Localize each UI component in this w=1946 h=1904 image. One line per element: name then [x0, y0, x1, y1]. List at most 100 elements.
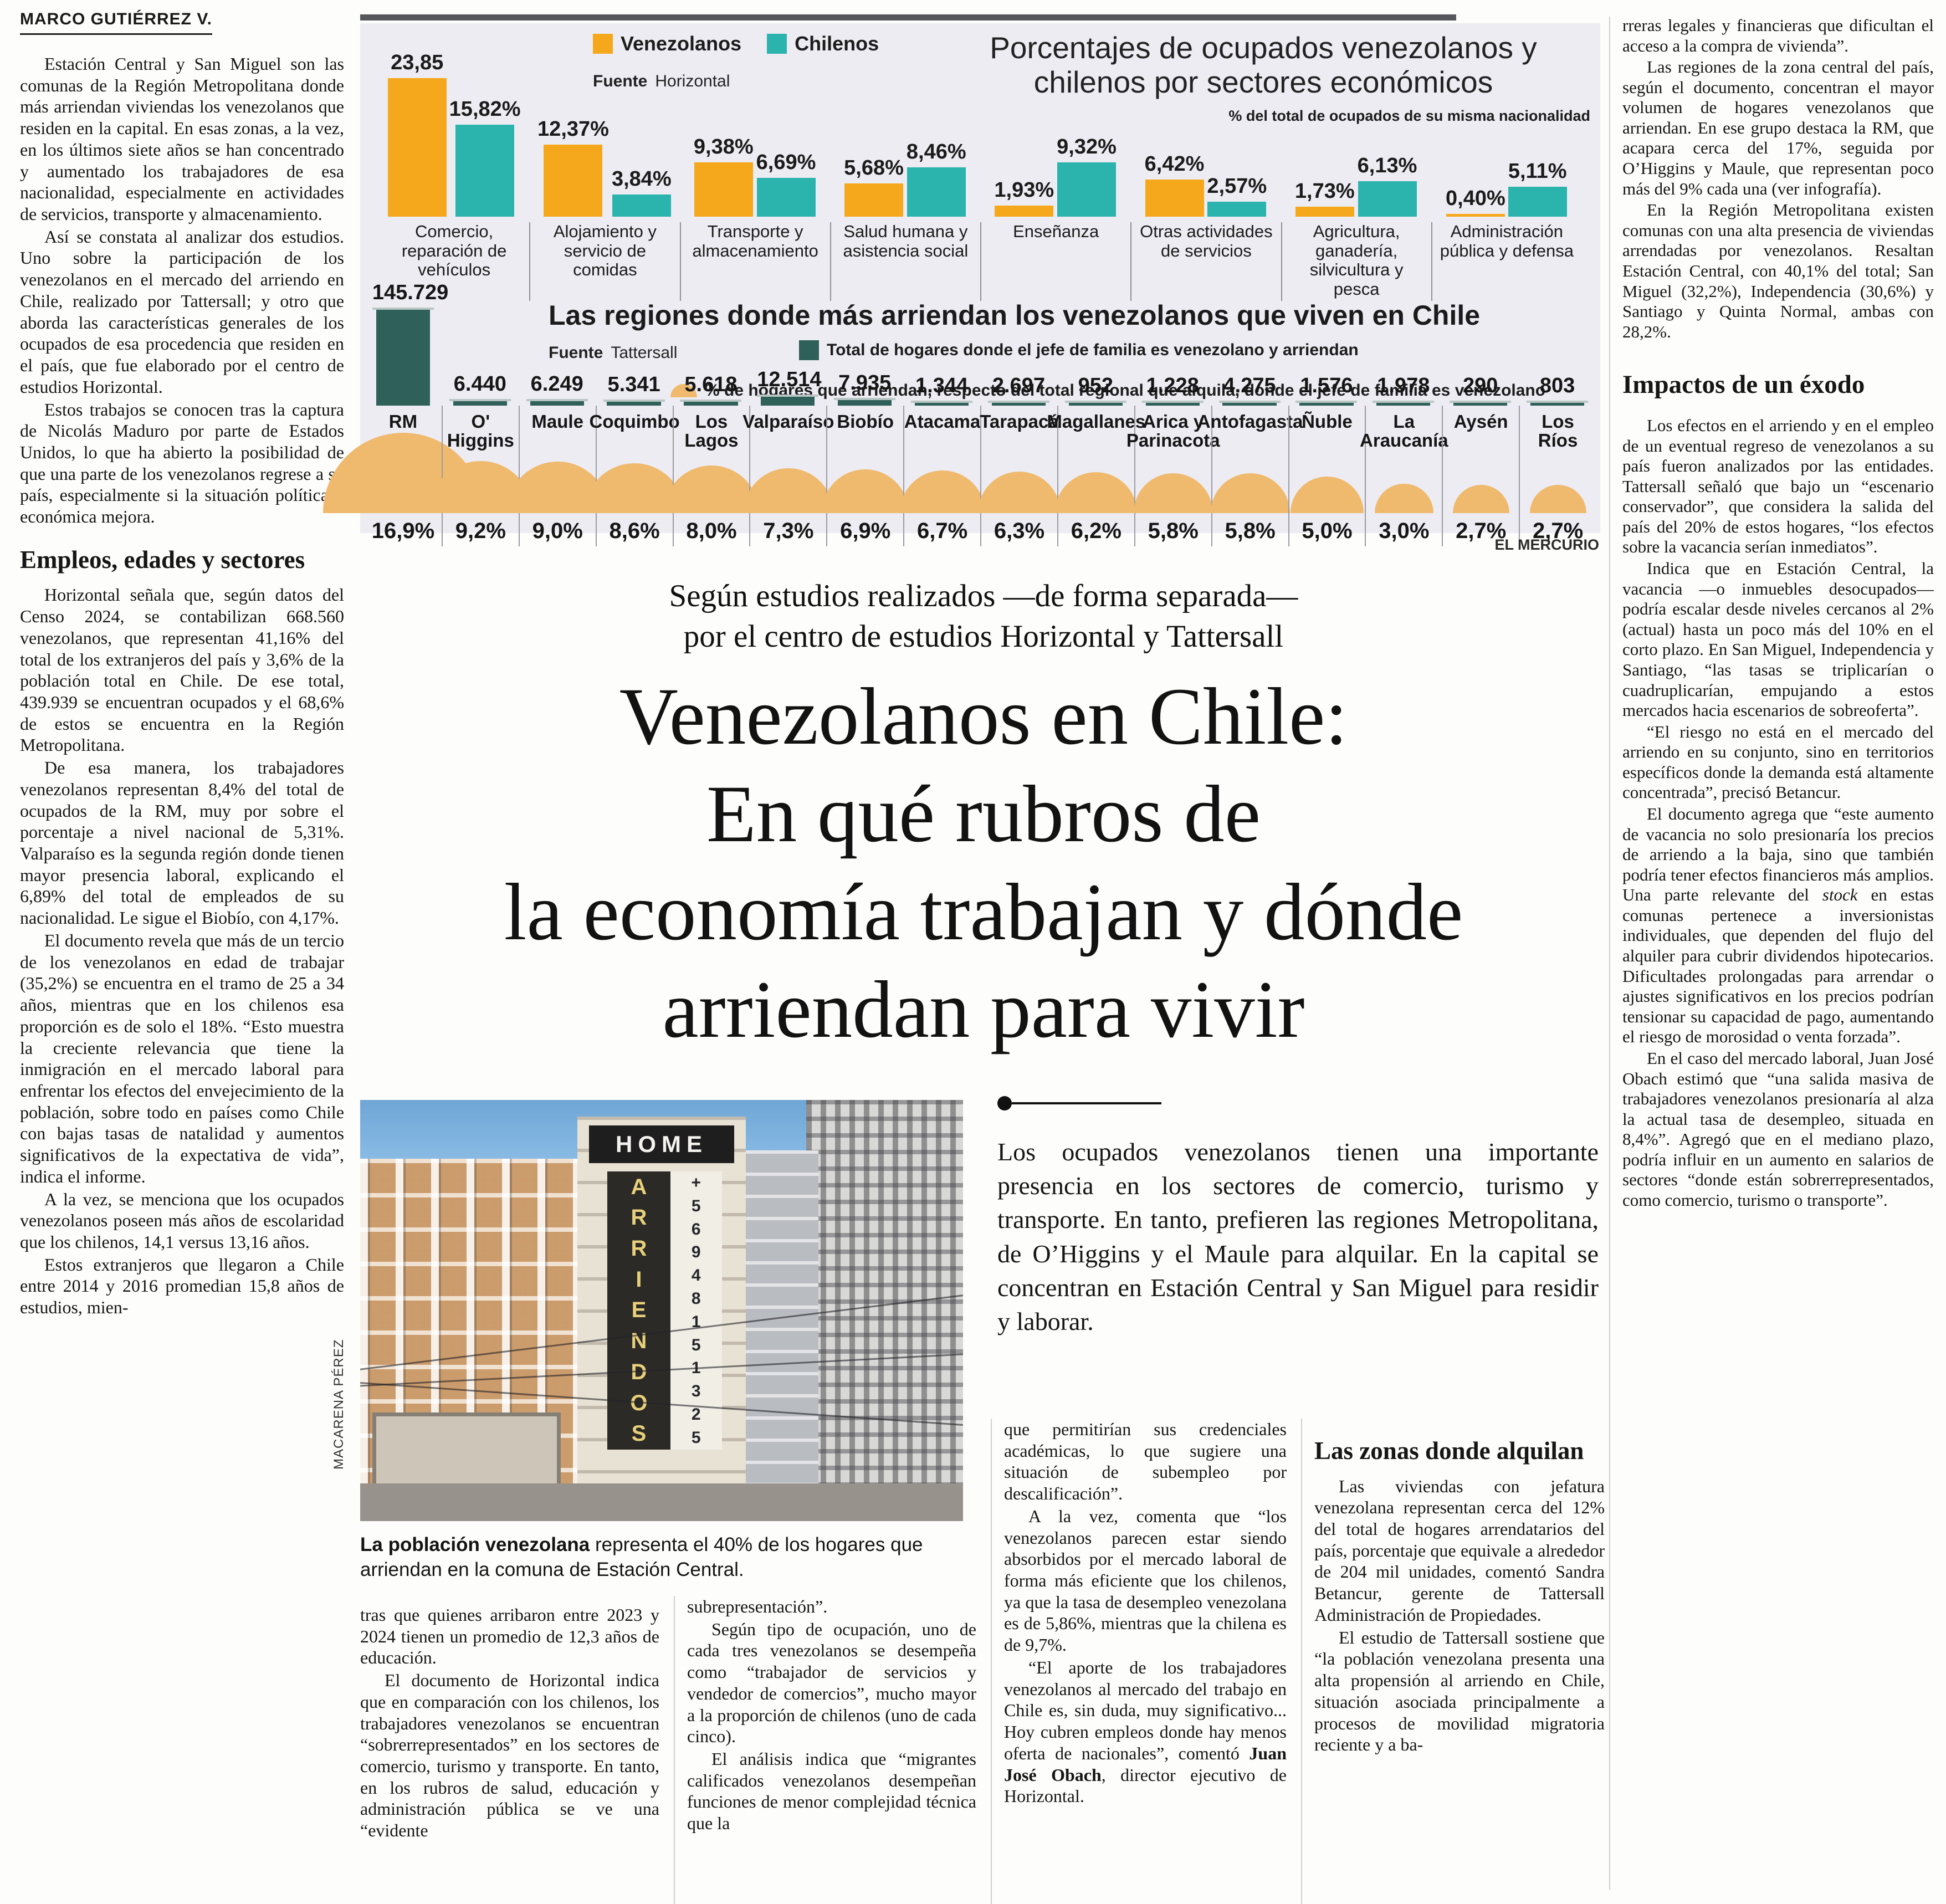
bar-venezolanos: 5,68% — [844, 156, 904, 217]
region-total-bar — [838, 400, 892, 406]
sector-group: 5,68% 8,46% Salud humana y asistencia soci… — [829, 70, 980, 301]
body-paragraph: Horizontal señala que, según datos del C… — [20, 585, 344, 755]
bar-value-label: 2,57% — [1207, 175, 1267, 198]
sector-chart: 23,85 15,82% Comercio, reparación de vehíc… — [379, 51, 1581, 301]
region-total-label: 145.729 — [372, 281, 448, 310]
bar-venezolanos: 1,93% — [994, 178, 1054, 217]
body-paragraph: tras que quienes arribaron entre 2023 y … — [360, 1605, 659, 1668]
region-pct-semicircle — [1055, 472, 1138, 513]
region-column: 6.440 O' Higgins 9,2% — [428, 281, 532, 546]
body-paragraph: Estos trabajos se conocen tras la captur… — [20, 399, 344, 527]
region-total-label: 12.514 — [757, 368, 822, 397]
byline: MARCO GUTIÉRREZ V. — [20, 10, 212, 35]
region-total-bar — [1145, 403, 1200, 406]
body-column-4: Las zonas donde alquilan Las viviendas co… — [1301, 1419, 1605, 1904]
bar — [1508, 187, 1567, 217]
region-pct-label: 9,0% — [532, 519, 583, 543]
body-column-2: subrepresentación”. Según tipo de ocupaci… — [674, 1596, 976, 1904]
region-pct-semicircle — [977, 472, 1061, 513]
bar-value-label: 3,84% — [611, 167, 672, 191]
bar-venezolanos: 6,42% — [1144, 152, 1205, 217]
bar — [1295, 207, 1354, 217]
bar-value-label: 23,85 — [391, 51, 444, 74]
region-column: 290 Aysén 2,7% — [1442, 281, 1519, 546]
region-name: Aysén — [1453, 411, 1508, 432]
body-paragraph: El documento agrega que “este aumento de… — [1622, 803, 1934, 1047]
bar — [1207, 202, 1267, 217]
region-column: 2.697 Tarapacá 6,3% — [977, 281, 1061, 546]
bar-venezolanos: 0,40% — [1446, 187, 1505, 217]
deck-text: Los ocupados venezolanos tienen una impo… — [997, 1138, 1599, 1335]
sector-label: Agricultura, ganadería, silvicultura y p… — [1309, 222, 1404, 299]
bar — [844, 183, 903, 217]
bar-chilenos: 15,82% — [449, 98, 521, 217]
bar — [1145, 180, 1204, 217]
region-total-bar — [376, 310, 431, 406]
total-hogares-swatch-icon — [799, 340, 819, 360]
source-name: Horizontal — [655, 72, 730, 90]
region-pct-semicircle — [1210, 473, 1290, 513]
sector-group: 6,42% 2,57% Otras actividades de servicios — [1130, 70, 1281, 301]
region-name: Atacama — [904, 411, 981, 432]
bar-value-label: 6,42% — [1144, 152, 1205, 176]
arriendos-sign: ARRIENDOS +56948151325 — [607, 1171, 722, 1450]
region-pct-label: 16,9% — [371, 519, 435, 543]
bar-value-label: 9,38% — [693, 135, 754, 158]
region-column: 952 Magallanes 6,2% — [1047, 281, 1145, 546]
region-pct-semicircle — [1529, 485, 1586, 513]
region-pct-label: 3,0% — [1379, 519, 1430, 543]
region-total-label: 1.344 — [911, 374, 973, 403]
region-total-bar — [1068, 403, 1123, 406]
region-name: Tarapacá — [980, 411, 1059, 432]
section-subhead: Las zonas donde alquilan — [1314, 1437, 1584, 1465]
region-pct-label: 6,9% — [840, 519, 891, 543]
bar-chilenos: 2,57% — [1207, 175, 1267, 217]
body-paragraph: El documento de Horizontal indica que en… — [360, 1670, 659, 1841]
headline-line: arriendan para vivir — [662, 964, 1305, 1055]
bar — [1358, 181, 1417, 217]
region-pct-label: 9,2% — [455, 519, 506, 543]
region-total-label: 803 — [1527, 374, 1589, 403]
body-paragraph: De esa manera, los trabajadores venezola… — [20, 757, 344, 928]
region-name: Valparaíso — [742, 411, 834, 432]
bar — [907, 167, 966, 217]
sector-chart-source: Fuente Horizontal — [593, 72, 730, 91]
region-pct-semicircle — [1452, 485, 1509, 513]
kicker-line: por el centro de estudios Horizontal y T… — [683, 618, 1284, 654]
region-pct-label: 5,0% — [1302, 519, 1353, 543]
body-paragraph: En el caso del mercado laboral, Juan Jos… — [1622, 1048, 1934, 1210]
region-pct-label: 8,0% — [686, 519, 737, 543]
region-total-bar — [1222, 403, 1277, 406]
region-name: Coquimbo — [589, 411, 680, 432]
photo-buildings: HOME ARRIENDOS +56948151325 — [360, 1100, 963, 1521]
column-rule — [1609, 17, 1610, 1890]
right-column: rreras legales y financieras que dificul… — [1622, 16, 1934, 1897]
body-paragraph: “El aporte de los trabajadores venezolan… — [1004, 1657, 1287, 1806]
bar-chilenos: 9,32% — [1057, 135, 1117, 217]
legend-label: Venezolanos — [621, 32, 742, 55]
region-column: 5.341 Coquimbo 8,6% — [585, 281, 685, 546]
body-paragraph: El documento revela que más de un tercio… — [20, 930, 344, 1186]
sector-label: Alojamiento y servicio de comidas — [553, 222, 657, 280]
sector-group: 0,40% 5,11% Administración pública y defen… — [1431, 70, 1581, 301]
region-total-label: 952 — [1064, 374, 1126, 403]
region-pct-label: 5,8% — [1225, 519, 1276, 543]
street — [360, 1483, 963, 1521]
region-column: 1.228 Arica y Parinacota 5,8% — [1126, 281, 1220, 546]
region-total-label: 1.576 — [1295, 374, 1358, 403]
sector-label: Transporte y almacenamiento — [692, 222, 818, 260]
headline-line: Venezolanos en Chile: — [619, 671, 1348, 761]
bar-venezolanos: 1,73% — [1295, 180, 1355, 217]
body-paragraph: En la Región Metropolitana existen comun… — [1622, 200, 1934, 341]
sector-label: Otras actividades de servicios — [1140, 222, 1273, 260]
source-label: Fuente — [549, 344, 603, 362]
region-total-bar — [991, 403, 1046, 406]
region-column: 803 Los Ríos 2,7% — [1519, 281, 1596, 546]
region-pct-semicircle — [822, 469, 909, 513]
divider-line — [1012, 1102, 1161, 1104]
body-paragraph: Las regiones de la zona central del país… — [1622, 57, 1934, 198]
bar-venezolanos: 12,37% — [537, 117, 609, 217]
body-column-3: que permitirían sus credenciales académi… — [991, 1419, 1287, 1904]
bar — [756, 178, 816, 217]
caption-rest: representa el 40% de los hogares que arr… — [360, 1534, 923, 1580]
